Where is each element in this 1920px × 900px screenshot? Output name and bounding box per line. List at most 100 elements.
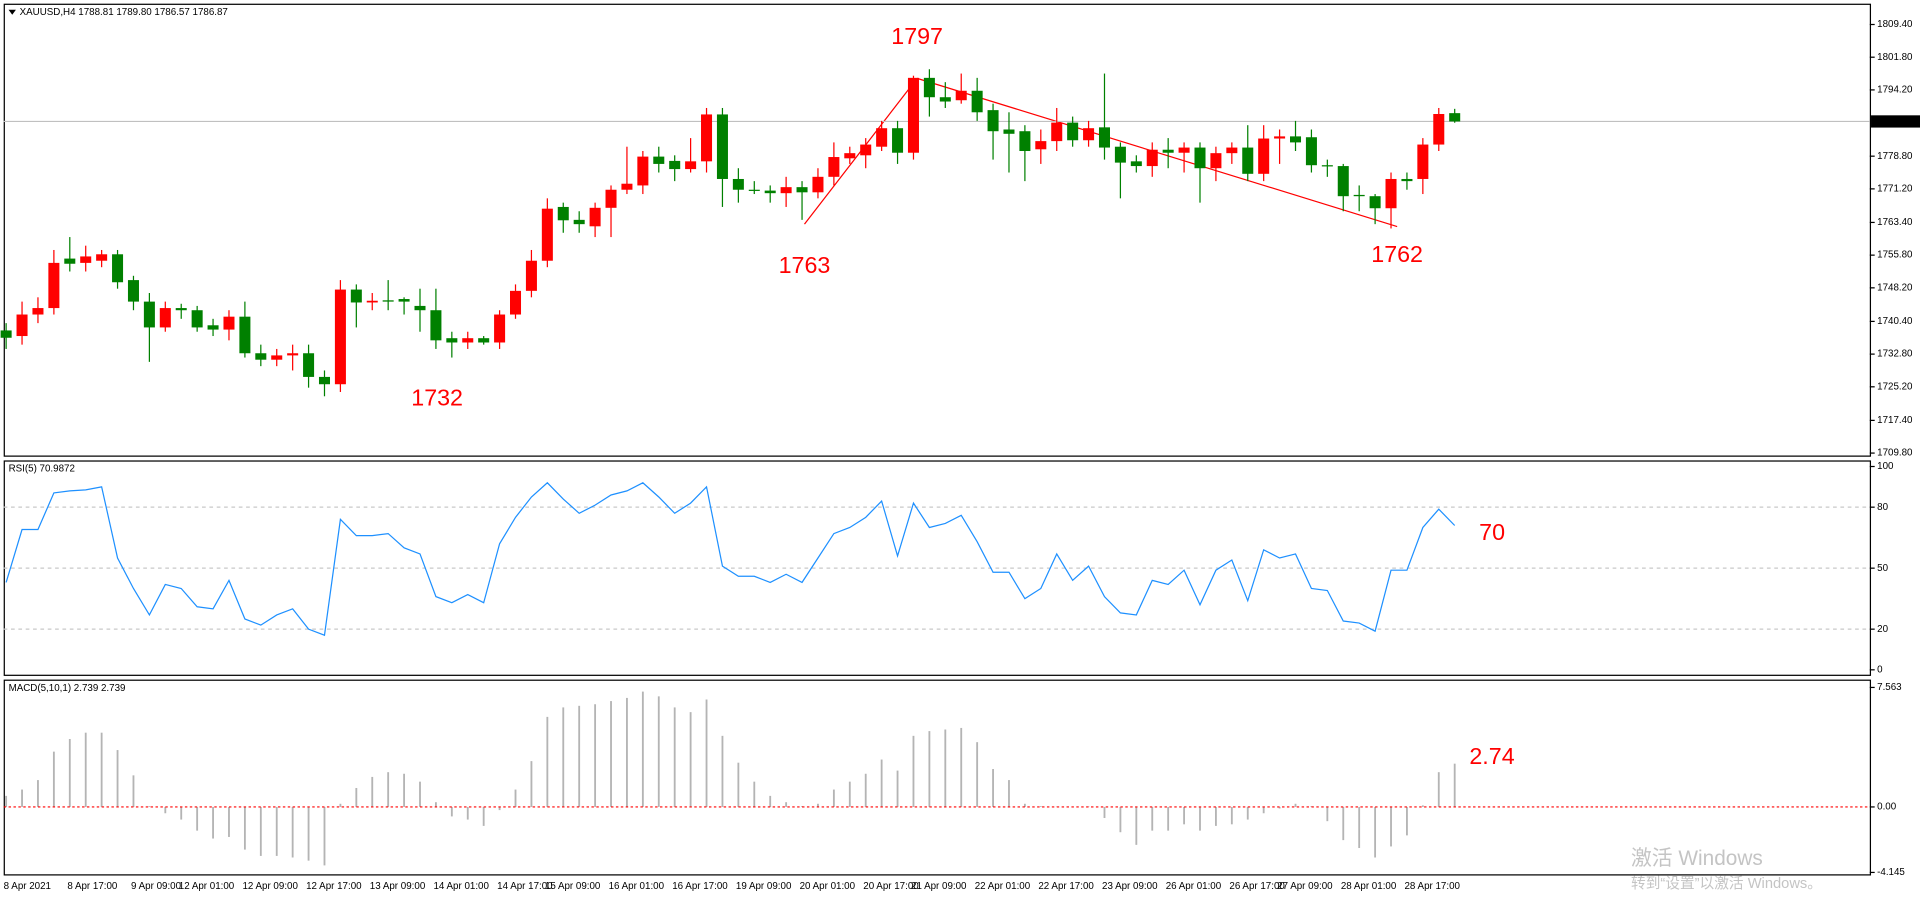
histogram-bar (68, 738, 71, 807)
y-tick-label: 80 (1877, 502, 1888, 513)
histogram-bar (864, 773, 867, 807)
candle-body (923, 77, 935, 98)
candle-body (430, 310, 442, 341)
histogram-bar (259, 806, 262, 856)
y-tick-label: 1732.80 (1877, 349, 1913, 360)
y-tick-label: 1725.20 (1877, 381, 1913, 392)
candle-body (764, 190, 776, 194)
last-price-label: 1786.87 (1876, 116, 1911, 127)
histogram-bar (578, 705, 581, 807)
histogram-bar (132, 775, 135, 807)
histogram-bar (753, 781, 756, 807)
candle-body (1210, 153, 1222, 169)
candle-body (939, 97, 951, 102)
annotation: 1763 (779, 252, 831, 278)
histogram-bar (944, 729, 947, 807)
histogram-bar (817, 803, 819, 807)
candle-body (685, 161, 697, 170)
candle-body (143, 301, 155, 328)
histogram-bar (339, 803, 342, 807)
y-tick-label: 1717.40 (1877, 415, 1913, 426)
candle-body (414, 305, 426, 311)
x-tick-label: 20 Apr 17:00 (863, 881, 919, 892)
histogram-bar (164, 806, 167, 814)
x-tick-label: 9 Apr 09:00 (131, 881, 182, 892)
histogram-bar (466, 806, 469, 820)
candle-body (1194, 147, 1206, 169)
histogram-bar (960, 727, 963, 807)
histogram-bar (1326, 806, 1329, 822)
candle-body (987, 110, 999, 132)
candle-body (0, 330, 12, 338)
histogram-bar (594, 704, 597, 807)
histogram-bar (1230, 806, 1233, 825)
candle-body (64, 258, 76, 264)
candle-body (1003, 129, 1015, 134)
candle-body (1114, 146, 1126, 163)
histogram-bar (1278, 806, 1281, 809)
x-tick-label: 28 Apr 01:00 (1341, 881, 1397, 892)
x-tick-label: 12 Apr 01:00 (179, 881, 235, 892)
histogram-bar (928, 731, 931, 807)
y-tick-label: 1794.20 (1877, 84, 1913, 95)
y-tick-label: 1801.80 (1877, 52, 1913, 63)
candle-body (1226, 147, 1238, 154)
candle-body (318, 376, 330, 385)
histogram-bar (514, 789, 517, 807)
candle-body (1051, 122, 1063, 142)
candle-body (669, 160, 681, 170)
pane-title: RSI(5) 70.9872 (9, 464, 75, 475)
candle-body (1098, 127, 1110, 148)
x-tick-label: 16 Apr 17:00 (672, 881, 728, 892)
histogram-bar (1453, 763, 1456, 807)
candle-body (589, 207, 601, 227)
x-tick-label: 8 Apr 17:00 (67, 881, 118, 892)
y-tick-label: 1748.20 (1877, 282, 1913, 293)
candle-body (112, 254, 124, 283)
candle-body (541, 208, 553, 261)
histogram-bar (387, 772, 390, 807)
candle-body (1433, 114, 1445, 145)
candle-body (207, 325, 219, 330)
candle-body (1449, 113, 1461, 122)
candle-body (127, 280, 139, 302)
histogram-bar (116, 750, 119, 807)
histogram-bar (705, 699, 708, 807)
candle-body (621, 183, 633, 190)
candle-body (175, 308, 187, 311)
candle-body (32, 308, 44, 315)
candle-body (478, 338, 490, 343)
main-pane (3, 3, 1872, 457)
candle-body (446, 338, 458, 343)
x-tick-label: 28 Apr 17:00 (1404, 881, 1460, 892)
x-tick-label: 22 Apr 01:00 (975, 881, 1031, 892)
histogram-bar (435, 802, 437, 807)
watermark: 转到“设置”以激活 Windows。 (1631, 875, 1822, 892)
histogram-bar (21, 789, 23, 807)
candle-body (1274, 136, 1286, 139)
histogram-bar (737, 762, 740, 807)
y-tick-label: 7.563 (1877, 682, 1902, 693)
candle-body (573, 219, 585, 225)
histogram-bar (546, 716, 549, 807)
y-tick-label: 1755.80 (1877, 250, 1913, 261)
candle-body (1083, 128, 1095, 141)
histogram-bar (657, 696, 660, 807)
x-tick-label: 22 Apr 17:00 (1038, 881, 1094, 892)
candle-body (525, 260, 537, 291)
candle-body (1130, 161, 1142, 167)
x-tick-label: 26 Apr 17:00 (1229, 881, 1285, 892)
y-tick-label: 1740.40 (1877, 316, 1913, 327)
candle-body (1146, 149, 1158, 167)
x-tick-label: 26 Apr 01:00 (1166, 881, 1222, 892)
histogram-bar (355, 787, 358, 807)
last-price-box (1871, 115, 1920, 128)
candle-body (653, 156, 665, 164)
candle-body (701, 114, 713, 162)
histogram-bar (196, 806, 199, 831)
y-tick-label: 100 (1877, 461, 1894, 472)
candle-body (96, 254, 108, 261)
candle-body (255, 353, 267, 360)
histogram-bar (1023, 803, 1026, 807)
